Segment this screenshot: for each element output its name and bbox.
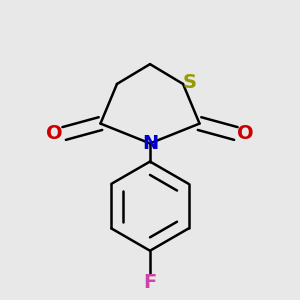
Text: S: S [183, 73, 196, 92]
Text: O: O [238, 124, 254, 143]
Text: N: N [142, 134, 158, 153]
Text: O: O [46, 124, 62, 143]
Text: F: F [143, 273, 157, 292]
